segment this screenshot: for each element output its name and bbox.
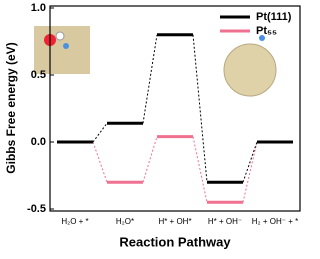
x-tick-label: H₂ + OH⁻ + * [252, 217, 298, 226]
y-tick-label: -0.5 [27, 203, 46, 215]
connector [92, 141, 108, 183]
connector [142, 34, 158, 124]
connector [192, 136, 208, 203]
connector [92, 122, 108, 143]
legend-label: Pt(111) [256, 11, 292, 23]
y-tick-label: 1.0 [31, 2, 46, 14]
y-tick-label: 0.0 [31, 136, 46, 148]
legend-label: Pt₅₅ [256, 25, 277, 37]
connector [242, 141, 258, 183]
x-tick-label: H₂O* [116, 217, 134, 226]
x-axis-label: Reaction Pathway [119, 234, 231, 249]
inset-cluster [223, 35, 277, 97]
x-tick-label: H* + OH⁻ [208, 217, 242, 226]
x-tick-label: H₂O + * [61, 217, 88, 226]
y-tick-label: 0.5 [31, 69, 46, 81]
chart: Gibbs Free energy (eV) Reaction Pathway … [4, 2, 301, 249]
connector [192, 34, 208, 183]
x-tick-label: H* + OH* [158, 217, 191, 226]
connector [242, 141, 258, 203]
y-axis-label: Gibbs Free energy (eV) [4, 42, 18, 173]
inset-surface [34, 26, 90, 74]
plot-frame [49, 5, 301, 212]
connector [142, 136, 158, 183]
